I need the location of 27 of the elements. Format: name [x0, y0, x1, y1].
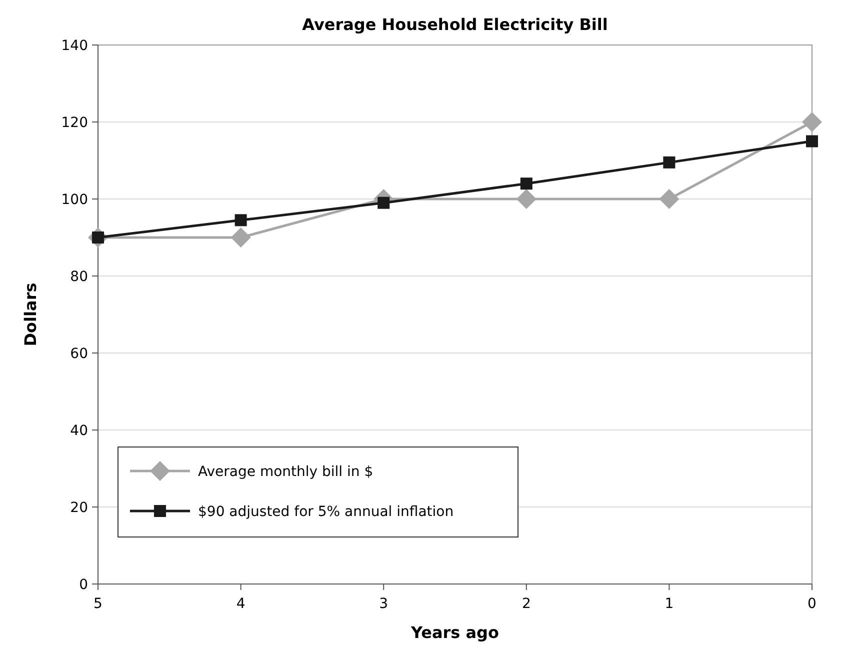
point: [663, 156, 676, 168]
y-tick-label: 120: [61, 114, 88, 131]
chart-title: Average Household Electricity Bill: [302, 15, 608, 34]
y-tick-label: 100: [61, 192, 88, 208]
point: [234, 214, 247, 226]
x-tick-label: 1: [664, 596, 674, 612]
point: [802, 112, 822, 132]
x-axis-title: Years ago: [410, 623, 499, 642]
y-tick-label: 20: [70, 500, 88, 516]
x-tick-label: 2: [522, 596, 531, 612]
y-tick-label: 140: [61, 38, 88, 54]
x-tick-label: 5: [94, 596, 102, 612]
point: [230, 228, 251, 248]
x-tick-label: 3: [379, 596, 388, 612]
y-tick-label: 40: [70, 422, 88, 439]
point: [520, 178, 532, 190]
y-axis-title: Dollars: [21, 282, 40, 346]
y-tick-label: 80: [70, 268, 88, 285]
x-tick-label: 4: [236, 596, 246, 612]
y-tick-label: 0: [79, 576, 88, 593]
legend-label: $90 adjusted for 5% annual inflation: [198, 504, 454, 520]
y-tick-label: 60: [70, 346, 88, 362]
point: [806, 135, 818, 148]
x-tick-label: 0: [808, 596, 816, 612]
point: [516, 189, 536, 209]
point: [659, 189, 680, 209]
legend-label: Average monthly bill in $: [198, 464, 374, 480]
